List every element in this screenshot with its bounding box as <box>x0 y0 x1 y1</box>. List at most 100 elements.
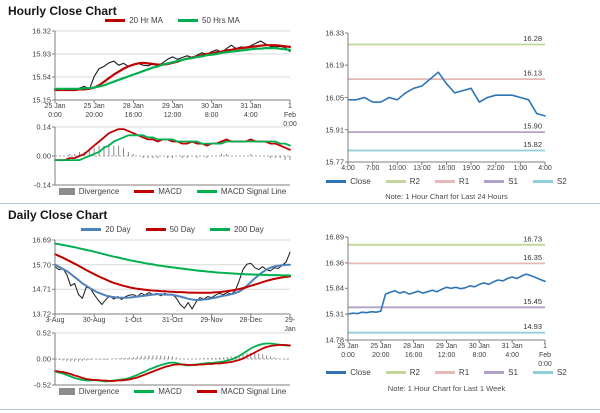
x-tick-label: 3-Aug <box>45 317 65 324</box>
pivot-label-s1: 15.90 <box>523 122 542 131</box>
daily-section-title: Daily Close Chart <box>8 208 108 222</box>
line-swatch-icon <box>134 190 155 193</box>
x-tick-label: 29 Jan 12:00 <box>161 103 184 120</box>
pivot-label-r1: 16.13 <box>523 69 542 78</box>
pivot-label-r1: 16.35 <box>523 253 542 262</box>
line-swatch-icon <box>178 19 198 22</box>
daily-pivot-legend: Close R2 R1 S1 S2 <box>313 368 580 377</box>
daily-close-chart: 16.69 15.70 14.71 13.72 3-Aug 30-Aug 1-Oct 31-O… <box>32 236 295 334</box>
legend-label: Close <box>350 368 371 377</box>
x-tick-label: 1:00 <box>513 165 528 172</box>
x-tick-label: 29 Jan 12:00 <box>435 343 458 360</box>
legend-label: S1 <box>508 177 518 186</box>
y-tick-label: 15.70 <box>32 260 51 270</box>
line-swatch-icon <box>209 228 230 231</box>
x-axis: 25 Jan 0:00 25 Jan 20:00 28 Jan 16:00 29 Ja… <box>337 340 551 368</box>
legend-item-close: Close <box>326 368 371 377</box>
line-swatch-icon <box>145 228 166 231</box>
x-tick-label: 30-Aug <box>82 317 106 324</box>
line-swatch-icon <box>484 371 505 374</box>
y-tick-label: 16.33 <box>325 28 344 38</box>
hourly-section-title: Hourly Close Chart <box>8 4 117 18</box>
x-axis: 3-Aug 30-Aug 1-Oct 31-Oct 29-Nov 28-Dec 29-Jan <box>46 314 296 334</box>
y-axis: 16.89 16.36 15.84 15.31 14.78 <box>300 233 344 345</box>
legend-item-divergence: Divergence <box>58 387 120 396</box>
hourly-note: Note: 1 Hour Chart for Last 24 Hours <box>385 192 508 201</box>
pivot-label-s2: 14.93 <box>523 322 542 331</box>
bar-swatch-icon <box>58 188 75 195</box>
legend-label: R1 <box>458 177 470 186</box>
x-axis: 25 Jan 0:00 25 Jan 20:00 28 Jan 16:00 29 Ja… <box>44 100 296 128</box>
y-axis: 0.14 0.00 -0.14 <box>7 123 51 190</box>
line-swatch-icon <box>326 180 347 183</box>
daily-macd-chart: 0.52 0.00 -0.52 <box>34 329 291 390</box>
pivot-label-s1: 15.45 <box>523 297 542 306</box>
line-swatch-icon <box>532 180 553 183</box>
line-swatch-icon <box>81 228 102 231</box>
y-tick-label: -0.14 <box>33 180 51 190</box>
x-tick-label: 25 Jan 0:00 <box>337 343 359 360</box>
x-tick-label: 1 Feb 0:00 <box>538 343 552 369</box>
legend-item-20-day: 20 Day <box>81 225 131 234</box>
y-tick-label: 15.54 <box>32 72 51 82</box>
x-tick-label: 10:00 <box>388 165 407 172</box>
pivot-label-r2: 16.73 <box>523 234 542 243</box>
x-tick-label: 31 Jan 4:00 <box>501 343 523 360</box>
hourly-pivot-chart: 16.28 16.13 15.90 15.82 16.33 16.19 16.05 15.91… <box>325 29 552 173</box>
y-tick-label: 0.00 <box>36 151 51 161</box>
y-tick-label: 15.77 <box>325 157 344 167</box>
x-axis: 4:00 7:00 10:00 13:00 16:00 19:00 22:00 1:00 4:0… <box>341 162 552 182</box>
legend-label: R2 <box>409 368 420 377</box>
x-tick-label: 1 Feb 0:00 <box>283 103 297 129</box>
legend-item-r1: R1 <box>434 368 469 377</box>
legend-label: MACD Signal Line <box>220 187 287 196</box>
line-swatch-icon <box>196 190 217 193</box>
hourly-ma-legend: 20 Hr MA 50 Hrs MA <box>55 16 290 25</box>
legend-label: S1 <box>508 368 518 377</box>
legend-label: 50 Day <box>169 225 195 234</box>
y-tick-label: 16.89 <box>325 232 344 242</box>
hourly-macd-legend: Divergence MACD MACD Signal Line <box>40 187 305 196</box>
legend-label: 20 Hr MA <box>129 16 163 25</box>
y-tick-label: 15.15 <box>32 95 51 105</box>
line-swatch-icon <box>434 180 455 183</box>
bottom-divider <box>0 409 600 410</box>
bar-swatch-icon <box>58 388 75 395</box>
legend-label: Divergence <box>78 387 120 396</box>
x-tick-label: 25 Jan 0:00 <box>44 103 66 120</box>
daily-macd-legend: Divergence MACD MACD Signal Line <box>40 387 305 396</box>
y-axis: 0.52 0.00 -0.52 <box>7 329 51 390</box>
x-tick-label: 13:00 <box>413 165 431 172</box>
y-axis: 16.32 15.93 15.54 15.15 <box>7 27 51 105</box>
line-swatch-icon <box>484 180 505 183</box>
y-tick-label: 0.52 <box>36 328 51 338</box>
legend-item-r2: R2 <box>385 368 420 377</box>
line-swatch-icon <box>532 371 553 374</box>
y-tick-label: 16.19 <box>325 60 344 70</box>
legend-label: Divergence <box>78 187 120 196</box>
x-tick-label: 30 Jan 8:00 <box>468 343 490 360</box>
legend-label: MACD <box>158 387 182 396</box>
y-tick-label: 15.31 <box>325 309 344 319</box>
line-swatch-icon <box>105 19 126 22</box>
legend-item-r1: R1 <box>434 177 470 186</box>
legend-label: S2 <box>556 368 567 377</box>
x-tick-label: 7:00 <box>365 165 380 172</box>
legend-item-macd-signal-line: MACD Signal Line <box>196 187 287 196</box>
y-tick-label: 15.84 <box>325 283 344 293</box>
x-tick-label: 29-Jan <box>284 317 296 334</box>
daily-note: Note: 1 Hour Chart for Last 1 Week <box>387 384 506 393</box>
x-tick-label: 31 Jan 4:00 <box>240 103 262 120</box>
legend-item-s1: S1 <box>484 368 518 377</box>
legend-item-macd-signal-line: MACD Signal Line <box>196 387 286 396</box>
y-axis: 16.33 16.19 16.05 15.91 15.77 <box>300 29 344 167</box>
x-tick-label: 28 Jan 16:00 <box>403 343 425 360</box>
line-swatch-icon <box>385 371 406 374</box>
x-tick-label: 16:00 <box>437 165 456 172</box>
legend-item-s2: S2 <box>532 368 567 377</box>
x-tick-label: 1-Oct <box>124 317 142 324</box>
section-divider <box>0 203 600 204</box>
y-tick-label: 16.05 <box>325 93 344 102</box>
y-tick-label: 16.32 <box>32 26 51 36</box>
x-tick-label: 25 Jan 20:00 <box>83 103 105 120</box>
